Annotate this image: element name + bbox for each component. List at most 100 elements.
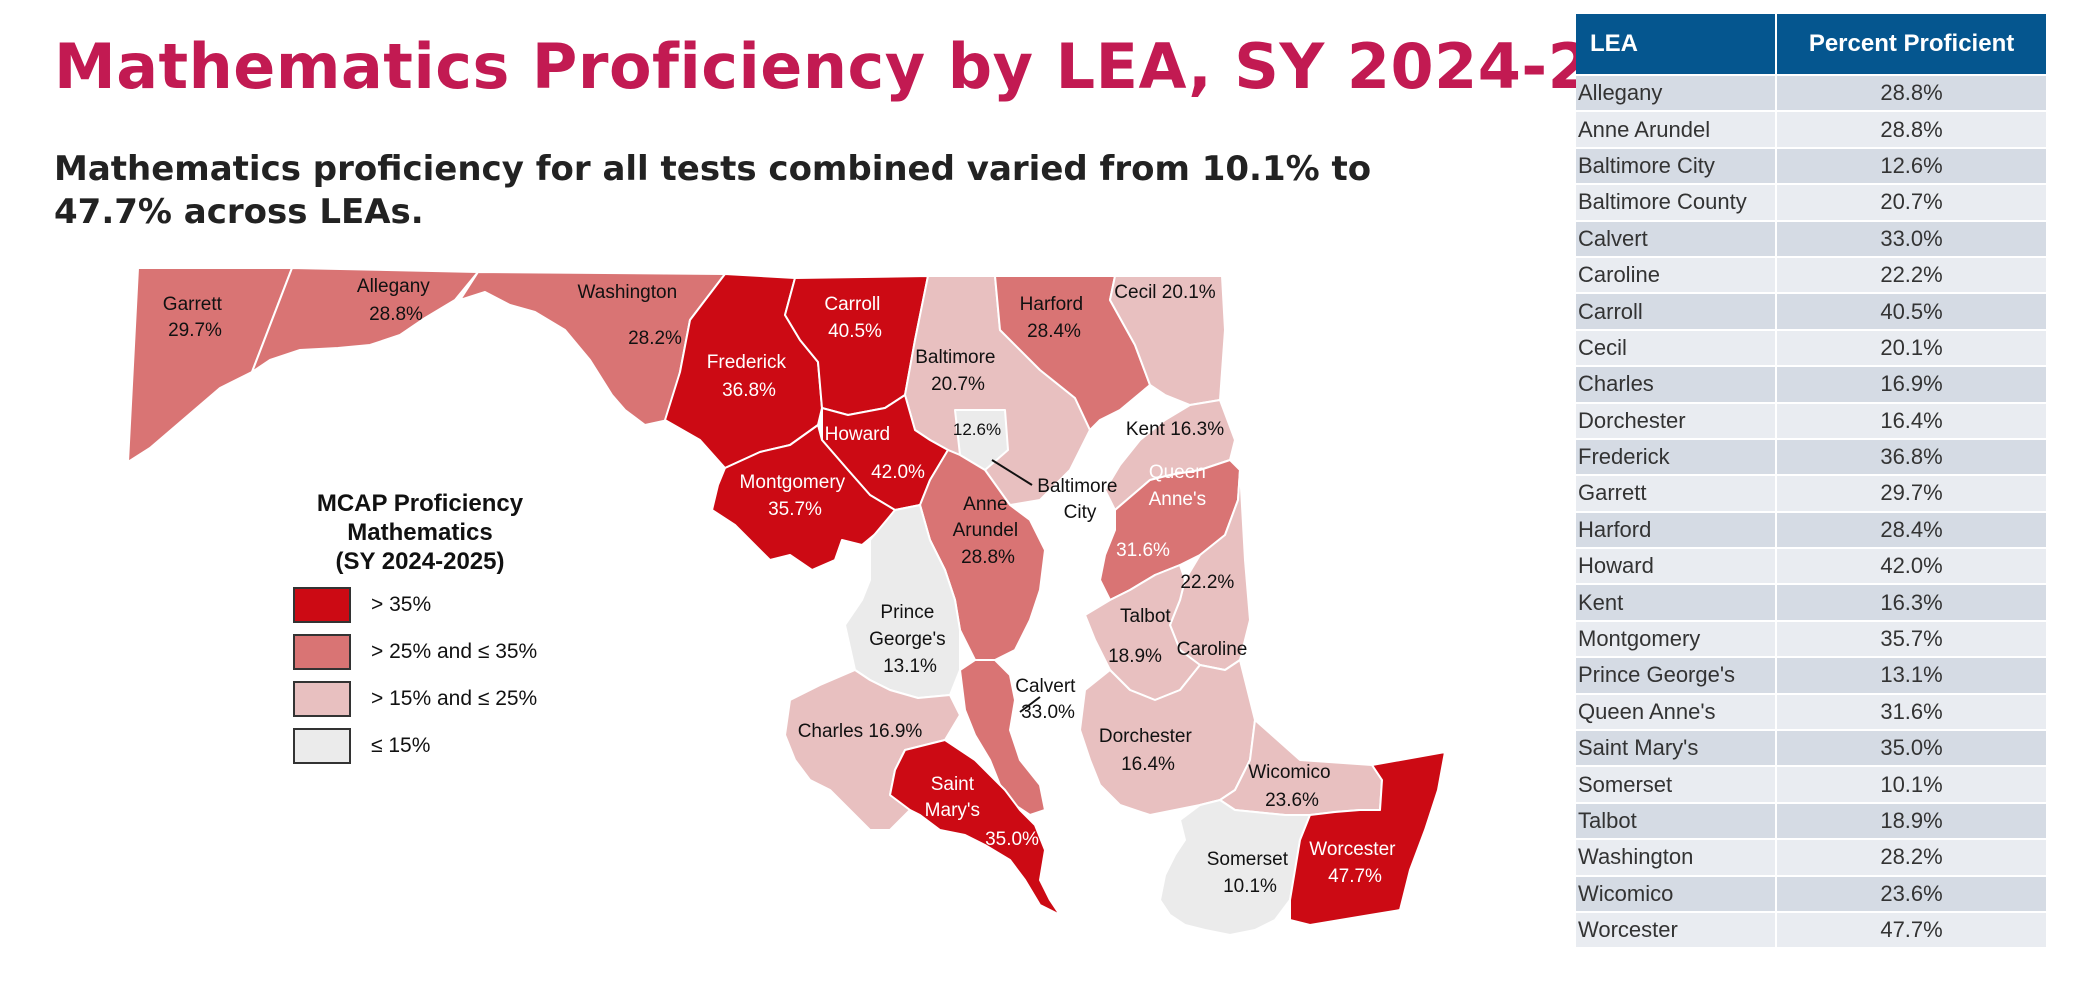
cell-lea: Prince George's bbox=[1576, 656, 1777, 694]
cell-percent: 40.5% bbox=[1775, 292, 2046, 330]
cell-percent: 28.4% bbox=[1775, 510, 2046, 549]
header-lea: LEA bbox=[1576, 14, 1777, 75]
label-anne-arundel: Anne Arundel 28.8% bbox=[953, 494, 1024, 568]
legend-swatch-min bbox=[293, 728, 351, 765]
label-baltimore-county: Baltimore 20.7% bbox=[915, 347, 1001, 395]
cell-lea: Garrett bbox=[1576, 474, 1777, 512]
cell-lea: Calvert bbox=[1576, 219, 1777, 257]
county-talbot[interactable] bbox=[1084, 564, 1201, 701]
table-row: Washington 28.2% bbox=[1576, 838, 2046, 876]
cell-percent: 33.0% bbox=[1775, 219, 2046, 257]
county-allegany[interactable] bbox=[251, 267, 479, 373]
label-garrett: Garrett 29.7% bbox=[163, 294, 227, 341]
cell-lea: Carroll bbox=[1576, 292, 1777, 330]
label-dorchester: Dorchester 16.4% bbox=[1099, 726, 1197, 775]
county-saint-marys[interactable] bbox=[889, 739, 1061, 916]
cell-percent: 28.2% bbox=[1775, 838, 2046, 876]
cell-percent: 47.7% bbox=[1775, 910, 2046, 948]
label-calvert: Calvert 33.0% bbox=[1015, 676, 1080, 723]
county-baltimore-city[interactable] bbox=[954, 409, 1009, 471]
legend-swatch-high bbox=[293, 587, 351, 624]
cell-percent: 16.9% bbox=[1775, 365, 2046, 403]
maryland-map: Garrett 29.7% Allegany 28.8% Washington … bbox=[127, 267, 1446, 936]
table-row: Allegany 28.8% bbox=[1576, 73, 2046, 112]
label-charles: Charles 16.9% bbox=[798, 721, 923, 742]
table-row: Howard 42.0% bbox=[1576, 547, 2046, 585]
label-washington: Washington 28.2% bbox=[578, 282, 683, 349]
table-row: Baltimore City 12.6% bbox=[1576, 146, 2046, 185]
lea-table: LEA Percent Proficient Allegany 28.8% Anne… bbox=[1576, 14, 2046, 948]
label-queen-annes: Queen Anne's 31.6% bbox=[1116, 462, 1211, 561]
header-percent: Percent Proficient bbox=[1775, 14, 2046, 75]
label-caroline: 22.2% Caroline bbox=[1177, 572, 1248, 660]
table-header-row: LEA Percent Proficient bbox=[1576, 14, 2046, 75]
cell-percent: 42.0% bbox=[1775, 547, 2046, 585]
table-row: Cecil 20.1% bbox=[1576, 328, 2046, 367]
cell-lea: Baltimore City bbox=[1576, 146, 1777, 185]
county-somerset[interactable] bbox=[1159, 799, 1311, 936]
cell-percent: 16.4% bbox=[1775, 401, 2046, 439]
cell-lea: Montgomery bbox=[1576, 619, 1777, 658]
label-harford: Harford 28.4% bbox=[1020, 294, 1089, 342]
table-row: Wicomico 23.6% bbox=[1576, 874, 2046, 912]
cell-lea: Harford bbox=[1576, 510, 1777, 549]
table-row: Kent 16.3% bbox=[1576, 583, 2046, 621]
table-row: Frederick 36.8% bbox=[1576, 437, 2046, 476]
label-allegany: Allegany 28.8% bbox=[357, 276, 435, 325]
county-calvert[interactable] bbox=[959, 659, 1046, 816]
legend-label-min: ≤ 15% bbox=[371, 734, 431, 758]
cell-percent: 20.1% bbox=[1775, 328, 2046, 367]
table-row: Caroline 22.2% bbox=[1576, 255, 2046, 294]
table-row: Worcester 47.7% bbox=[1576, 910, 2046, 948]
table-row: Saint Mary's 35.0% bbox=[1576, 729, 2046, 767]
cell-lea: Kent bbox=[1576, 583, 1777, 621]
page-subtitle: Mathematics proficiency for all tests co… bbox=[54, 149, 1372, 232]
cell-lea: Saint Mary's bbox=[1576, 729, 1777, 767]
cell-percent: 12.6% bbox=[1775, 146, 2046, 185]
cell-lea: Charles bbox=[1576, 365, 1777, 403]
label-frederick: Frederick 36.8% bbox=[707, 352, 791, 401]
cell-lea: Howard bbox=[1576, 547, 1777, 585]
leader-line-calvert bbox=[1019, 696, 1041, 713]
cell-percent: 10.1% bbox=[1775, 765, 2046, 803]
label-howard: Howard 42.0% bbox=[825, 424, 925, 483]
table-row: Queen Anne's 31.6% bbox=[1576, 692, 2046, 731]
label-baltimore-city: Baltimore City bbox=[1037, 476, 1123, 523]
cell-lea: Dorchester bbox=[1576, 401, 1777, 439]
table-row: Charles 16.9% bbox=[1576, 365, 2046, 403]
county-worcester[interactable] bbox=[1289, 751, 1446, 926]
label-carroll: Carroll 40.5% bbox=[824, 294, 885, 342]
table-row: Talbot 18.9% bbox=[1576, 801, 2046, 840]
cell-percent: 29.7% bbox=[1775, 474, 2046, 512]
cell-percent: 13.1% bbox=[1775, 656, 2046, 694]
table-row: Somerset 10.1% bbox=[1576, 765, 2046, 803]
cell-percent: 20.7% bbox=[1775, 183, 2046, 221]
cell-percent: 36.8% bbox=[1775, 437, 2046, 476]
table-row: Garrett 29.7% bbox=[1576, 474, 2046, 512]
cell-lea: Queen Anne's bbox=[1576, 692, 1777, 731]
cell-lea: Allegany bbox=[1576, 73, 1777, 112]
cell-lea: Washington bbox=[1576, 838, 1777, 876]
cell-percent: 35.7% bbox=[1775, 619, 2046, 658]
legend-item-min: ≤ 15% bbox=[270, 728, 630, 765]
cell-lea: Anne Arundel bbox=[1576, 110, 1777, 148]
label-montgomery: Montgomery 35.7% bbox=[740, 472, 851, 520]
cell-percent: 22.2% bbox=[1775, 255, 2046, 294]
table-row: Dorchester 16.4% bbox=[1576, 401, 2046, 439]
table-row: Calvert 33.0% bbox=[1576, 219, 2046, 257]
cell-lea: Talbot bbox=[1576, 801, 1777, 840]
leader-line-baltimore-city bbox=[991, 459, 1033, 486]
label-baltimore-city-value: 12.6% bbox=[953, 420, 1001, 439]
county-cecil[interactable] bbox=[1109, 275, 1226, 406]
label-cecil: Cecil 20.1% bbox=[1114, 282, 1215, 303]
cell-lea: Worcester bbox=[1576, 910, 1777, 948]
map-svg: Garrett 29.7% Allegany 28.8% Washington … bbox=[127, 267, 1446, 936]
cell-percent: 31.6% bbox=[1775, 692, 2046, 731]
lea-table-container: LEA Percent Proficient Allegany 28.8% Anne… bbox=[1576, 14, 2046, 948]
label-kent: Kent 16.3% bbox=[1126, 419, 1224, 440]
cell-lea: Frederick bbox=[1576, 437, 1777, 476]
county-montgomery[interactable] bbox=[711, 424, 896, 571]
table-row: Baltimore County 20.7% bbox=[1576, 183, 2046, 221]
legend-item-mid: > 25% and ≤ 35% bbox=[270, 634, 630, 671]
legend-item-high: > 35% bbox=[270, 587, 630, 624]
